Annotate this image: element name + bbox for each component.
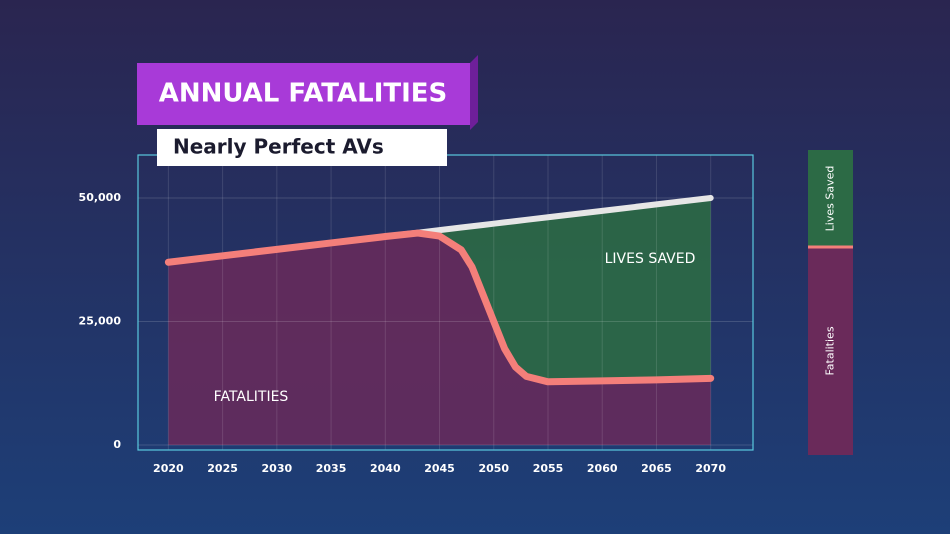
x-tick-label: 2050 xyxy=(478,462,509,475)
legend-swatch xyxy=(808,150,853,247)
title-shadow xyxy=(470,55,478,130)
annotation: FATALITIES xyxy=(214,389,289,405)
y-tick-label: 25,000 xyxy=(79,315,122,328)
legend-label: Lives Saved xyxy=(824,166,837,232)
line xyxy=(164,229,715,386)
x-tick-label: 2055 xyxy=(533,462,564,475)
x-tick-label: 2025 xyxy=(207,462,238,475)
y-tick-label: 50,000 xyxy=(79,191,122,204)
chart-subtitle: Nearly Perfect AVs xyxy=(173,135,384,159)
x-tick-label: 2035 xyxy=(316,462,347,475)
area xyxy=(168,233,711,446)
x-tick-label: 2045 xyxy=(424,462,455,475)
subtitle-box xyxy=(157,129,447,166)
annotation: LIVES SAVED xyxy=(605,251,696,267)
x-tick-label: 2030 xyxy=(262,462,293,475)
title-box xyxy=(137,63,470,125)
legend-swatch xyxy=(808,247,853,455)
x-tick-label: 2040 xyxy=(370,462,401,475)
y-tick-label: 0 xyxy=(113,438,121,451)
area xyxy=(168,197,711,382)
x-tick-label: 2060 xyxy=(587,462,618,475)
legend-label: Fatalities xyxy=(824,326,837,375)
x-tick-label: 2070 xyxy=(695,462,726,475)
x-tick-label: 2020 xyxy=(153,462,184,475)
x-tick-label: 2065 xyxy=(641,462,672,475)
chart-title: ANNUAL FATALITIES xyxy=(159,79,448,109)
legend: Lives Saved Fatalities xyxy=(808,150,853,455)
